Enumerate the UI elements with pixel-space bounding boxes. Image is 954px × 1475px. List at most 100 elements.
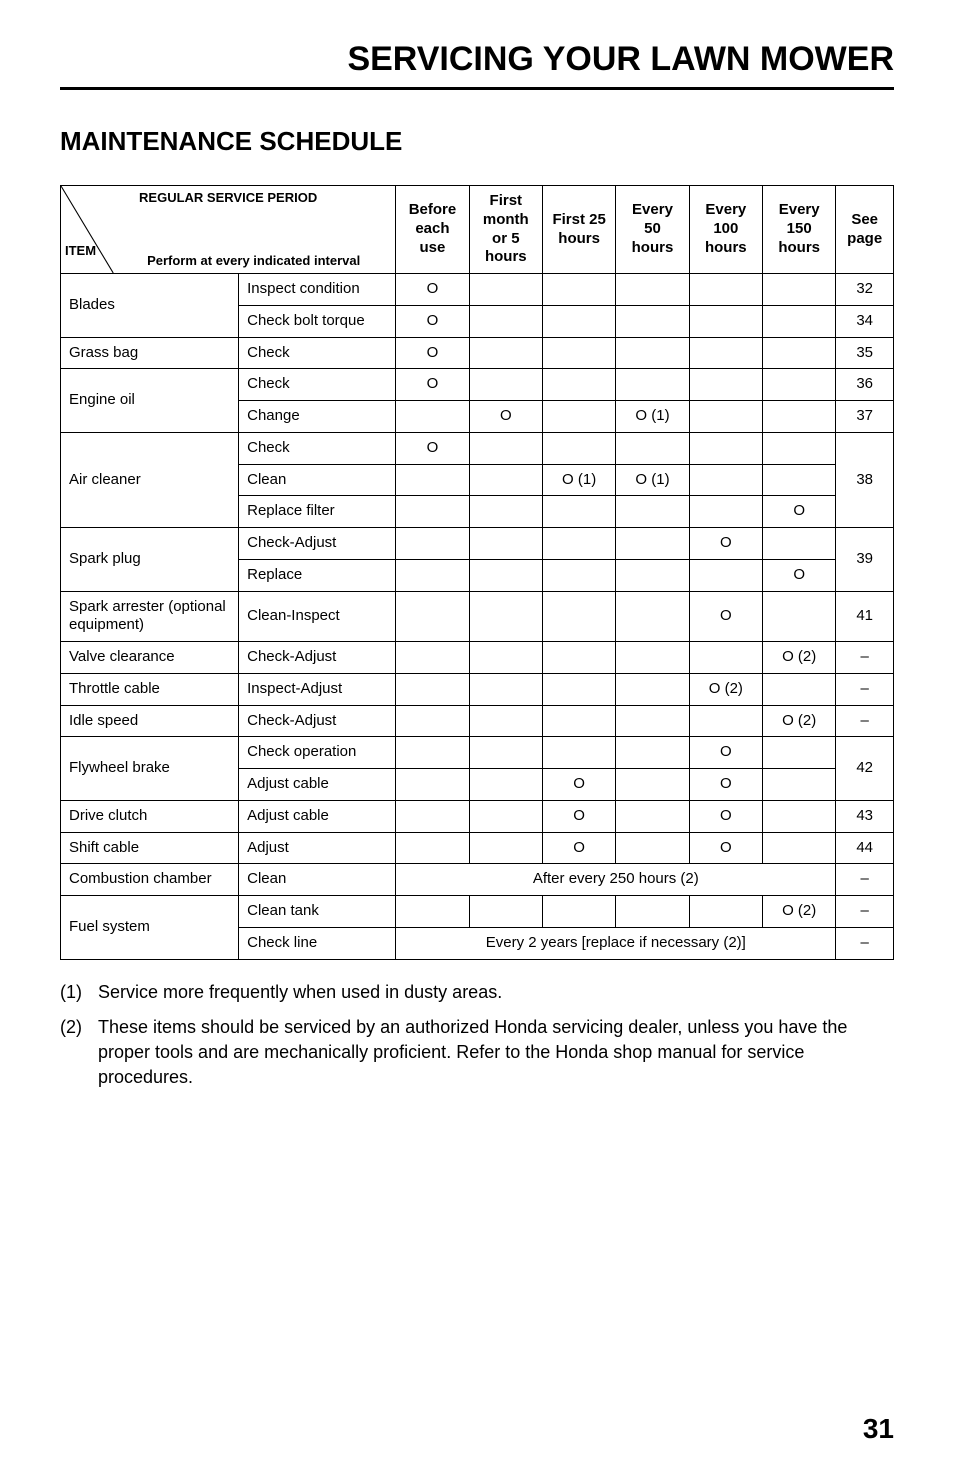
cell <box>616 705 689 737</box>
cell <box>396 642 469 674</box>
cell <box>616 559 689 591</box>
cell <box>689 337 762 369</box>
cell <box>469 896 542 928</box>
cell <box>396 737 469 769</box>
cell <box>469 705 542 737</box>
cell <box>542 559 615 591</box>
header-item-label: ITEM <box>65 243 96 259</box>
cell <box>689 705 762 737</box>
col-first-25: First 25 hours <box>542 186 615 274</box>
cell: O <box>763 496 836 528</box>
op-replace: Replace <box>239 559 396 591</box>
cell: O <box>396 432 469 464</box>
cell <box>616 496 689 528</box>
cell <box>469 673 542 705</box>
cell: O <box>542 800 615 832</box>
cell: O <box>469 401 542 433</box>
cell: O (1) <box>616 401 689 433</box>
cell <box>469 274 542 306</box>
cell <box>763 737 836 769</box>
cell <box>396 769 469 801</box>
cell: O <box>396 369 469 401</box>
col-every-50: Every 50 hours <box>616 186 689 274</box>
op-check-adjust: Check-Adjust <box>239 705 396 737</box>
section-title: MAINTENANCE SCHEDULE <box>60 126 894 157</box>
page-ref: 32 <box>836 274 894 306</box>
footnote-num-1: (1) <box>60 980 98 1005</box>
cell <box>542 528 615 560</box>
cell <box>542 673 615 705</box>
op-clean-inspect: Clean-Inspect <box>239 591 396 642</box>
op-check: Check <box>239 369 396 401</box>
item-valve-clearance: Valve clearance <box>61 642 239 674</box>
cell <box>542 705 615 737</box>
cell <box>396 401 469 433</box>
page-ref: 39 <box>836 528 894 592</box>
cell <box>469 305 542 337</box>
cell <box>469 496 542 528</box>
op-adjust: Adjust <box>239 832 396 864</box>
cell <box>396 496 469 528</box>
cell <box>763 528 836 560</box>
cell <box>616 832 689 864</box>
col-every-100: Every 100 hours <box>689 186 762 274</box>
op-clean: Clean <box>239 464 396 496</box>
cell: O <box>763 559 836 591</box>
cell <box>763 800 836 832</box>
cell <box>469 337 542 369</box>
cell: O (2) <box>689 673 762 705</box>
cell <box>763 369 836 401</box>
page-ref: – <box>836 642 894 674</box>
cell <box>469 642 542 674</box>
item-flywheel-brake: Flywheel brake <box>61 737 239 801</box>
cell <box>616 528 689 560</box>
cell <box>542 432 615 464</box>
cell <box>763 591 836 642</box>
cell <box>396 896 469 928</box>
cell <box>469 800 542 832</box>
cell <box>763 305 836 337</box>
table-row: Spark arrester (optional equipment) Clea… <box>61 591 894 642</box>
cell <box>396 528 469 560</box>
footnote-num-2: (2) <box>60 1015 98 1091</box>
cell <box>616 369 689 401</box>
item-air-cleaner: Air cleaner <box>61 432 239 527</box>
table-row: Blades Inspect condition O 32 <box>61 274 894 306</box>
item-grass-bag: Grass bag <box>61 337 239 369</box>
cell <box>689 401 762 433</box>
op-adjust-cable: Adjust cable <box>239 769 396 801</box>
page-ref: 36 <box>836 369 894 401</box>
cell <box>469 591 542 642</box>
cell: O <box>689 800 762 832</box>
table-row: Shift cable Adjust O O 44 <box>61 832 894 864</box>
page-ref: 37 <box>836 401 894 433</box>
op-check-line: Check line <box>239 927 396 959</box>
cell <box>542 274 615 306</box>
cell <box>396 464 469 496</box>
cell <box>396 705 469 737</box>
op-adjust-cable: Adjust cable <box>239 800 396 832</box>
cell <box>542 591 615 642</box>
cell <box>616 305 689 337</box>
cell <box>469 432 542 464</box>
op-check-bolt: Check bolt torque <box>239 305 396 337</box>
header-diag: REGULAR SERVICE PERIOD ITEM Perform at e… <box>61 186 396 274</box>
page-number: 31 <box>863 1413 894 1445</box>
cell: O (2) <box>763 642 836 674</box>
cell <box>396 832 469 864</box>
table-row: Fuel system Clean tank O (2) – <box>61 896 894 928</box>
table-row: Engine oil Check O 36 <box>61 369 894 401</box>
cell <box>542 737 615 769</box>
op-inspect-adjust: Inspect-Adjust <box>239 673 396 705</box>
op-check: Check <box>239 432 396 464</box>
footnote-text-1: Service more frequently when used in dus… <box>98 980 894 1005</box>
cell: O <box>396 274 469 306</box>
col-every-150: Every 150 hours <box>763 186 836 274</box>
cell <box>542 369 615 401</box>
table-row: Flywheel brake Check operation O 42 <box>61 737 894 769</box>
table-row: Grass bag Check O 35 <box>61 337 894 369</box>
cell <box>689 496 762 528</box>
cell: O (1) <box>542 464 615 496</box>
cell <box>689 559 762 591</box>
cell <box>616 800 689 832</box>
